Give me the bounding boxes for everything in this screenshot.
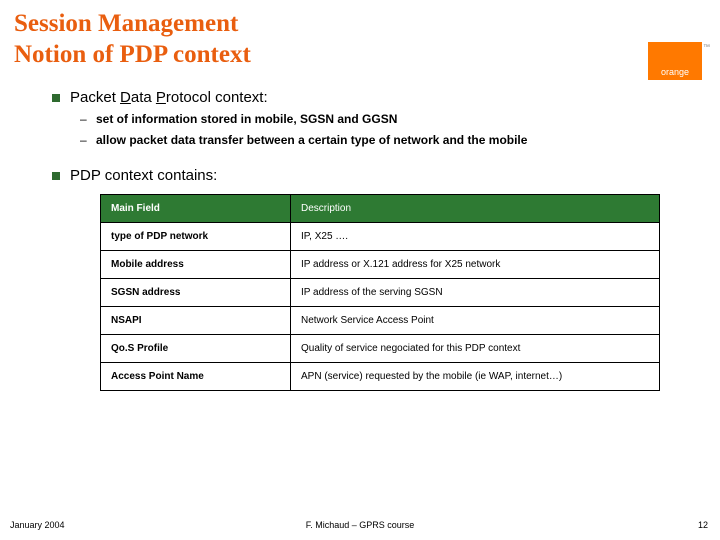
bullet-square-icon xyxy=(52,172,60,180)
cell-field: type of PDP network xyxy=(101,222,291,250)
sub2-text: allow packet data transfer between a cer… xyxy=(96,133,527,149)
bullet-square-icon xyxy=(52,94,60,102)
th-main-field: Main Field xyxy=(101,194,291,222)
cell-field: NSAPI xyxy=(101,306,291,334)
footer-date: January 2004 xyxy=(10,520,65,530)
sub1-text: set of information stored in mobile, SGS… xyxy=(96,112,397,128)
cell-desc: Quality of service negociated for this P… xyxy=(291,334,660,362)
table-row: NSAPI Network Service Access Point xyxy=(101,306,660,334)
logo-text: orange xyxy=(661,67,689,77)
b1-suffix: rotocol context: xyxy=(166,89,268,106)
cell-desc: Network Service Access Point xyxy=(291,306,660,334)
table-row: SGSN address IP address of the serving S… xyxy=(101,278,660,306)
b1-prefix: Packet xyxy=(70,89,120,106)
table-header-row: Main Field Description xyxy=(101,194,660,222)
content: Packet Data Protocol context: – set of i… xyxy=(14,89,706,391)
slide: orange ™ Session Management Notion of PD… xyxy=(0,0,720,540)
pdp-table-wrap: Main Field Description type of PDP netwo… xyxy=(100,194,686,391)
footer-author: F. Michaud – GPRS course xyxy=(306,520,415,530)
cell-desc: IP, X25 …. xyxy=(291,222,660,250)
b1-u1: D xyxy=(120,89,131,106)
title-block: Session Management Notion of PDP context xyxy=(14,8,706,71)
logo-tm: ™ xyxy=(703,44,710,51)
bullet1-text: Packet Data Protocol context: xyxy=(70,89,268,106)
bullet-pdp-contains: PDP context contains: xyxy=(52,167,686,184)
table-row: Qo.S Profile Quality of service negociat… xyxy=(101,334,660,362)
th-description: Description xyxy=(291,194,660,222)
table-row: Mobile address IP address or X.121 addre… xyxy=(101,250,660,278)
title-line-2: Notion of PDP context xyxy=(14,39,706,70)
sub-bullet-2: – allow packet data transfer between a c… xyxy=(80,133,686,149)
footer-page-number: 12 xyxy=(698,520,708,530)
cell-field: Qo.S Profile xyxy=(101,334,291,362)
cell-field: SGSN address xyxy=(101,278,291,306)
b1-mid: ata xyxy=(131,89,156,106)
table-row: type of PDP network IP, X25 …. xyxy=(101,222,660,250)
orange-logo: orange ™ xyxy=(648,42,702,80)
cell-desc: APN (service) requested by the mobile (i… xyxy=(291,362,660,390)
title-line-1: Session Management xyxy=(14,8,706,39)
cell-desc: IP address of the serving SGSN xyxy=(291,278,660,306)
b1-u2: P xyxy=(156,89,166,106)
bullet2-text: PDP context contains: xyxy=(70,167,217,184)
cell-field: Mobile address xyxy=(101,250,291,278)
pdp-table: Main Field Description type of PDP netwo… xyxy=(100,194,660,391)
dash-icon: – xyxy=(80,133,88,149)
cell-desc: IP address or X.121 address for X25 netw… xyxy=(291,250,660,278)
table-row: Access Point Name APN (service) requeste… xyxy=(101,362,660,390)
sub-bullet-1: – set of information stored in mobile, S… xyxy=(80,112,686,128)
bullet-pdp-context: Packet Data Protocol context: xyxy=(52,89,686,106)
cell-field: Access Point Name xyxy=(101,362,291,390)
dash-icon: – xyxy=(80,112,88,128)
